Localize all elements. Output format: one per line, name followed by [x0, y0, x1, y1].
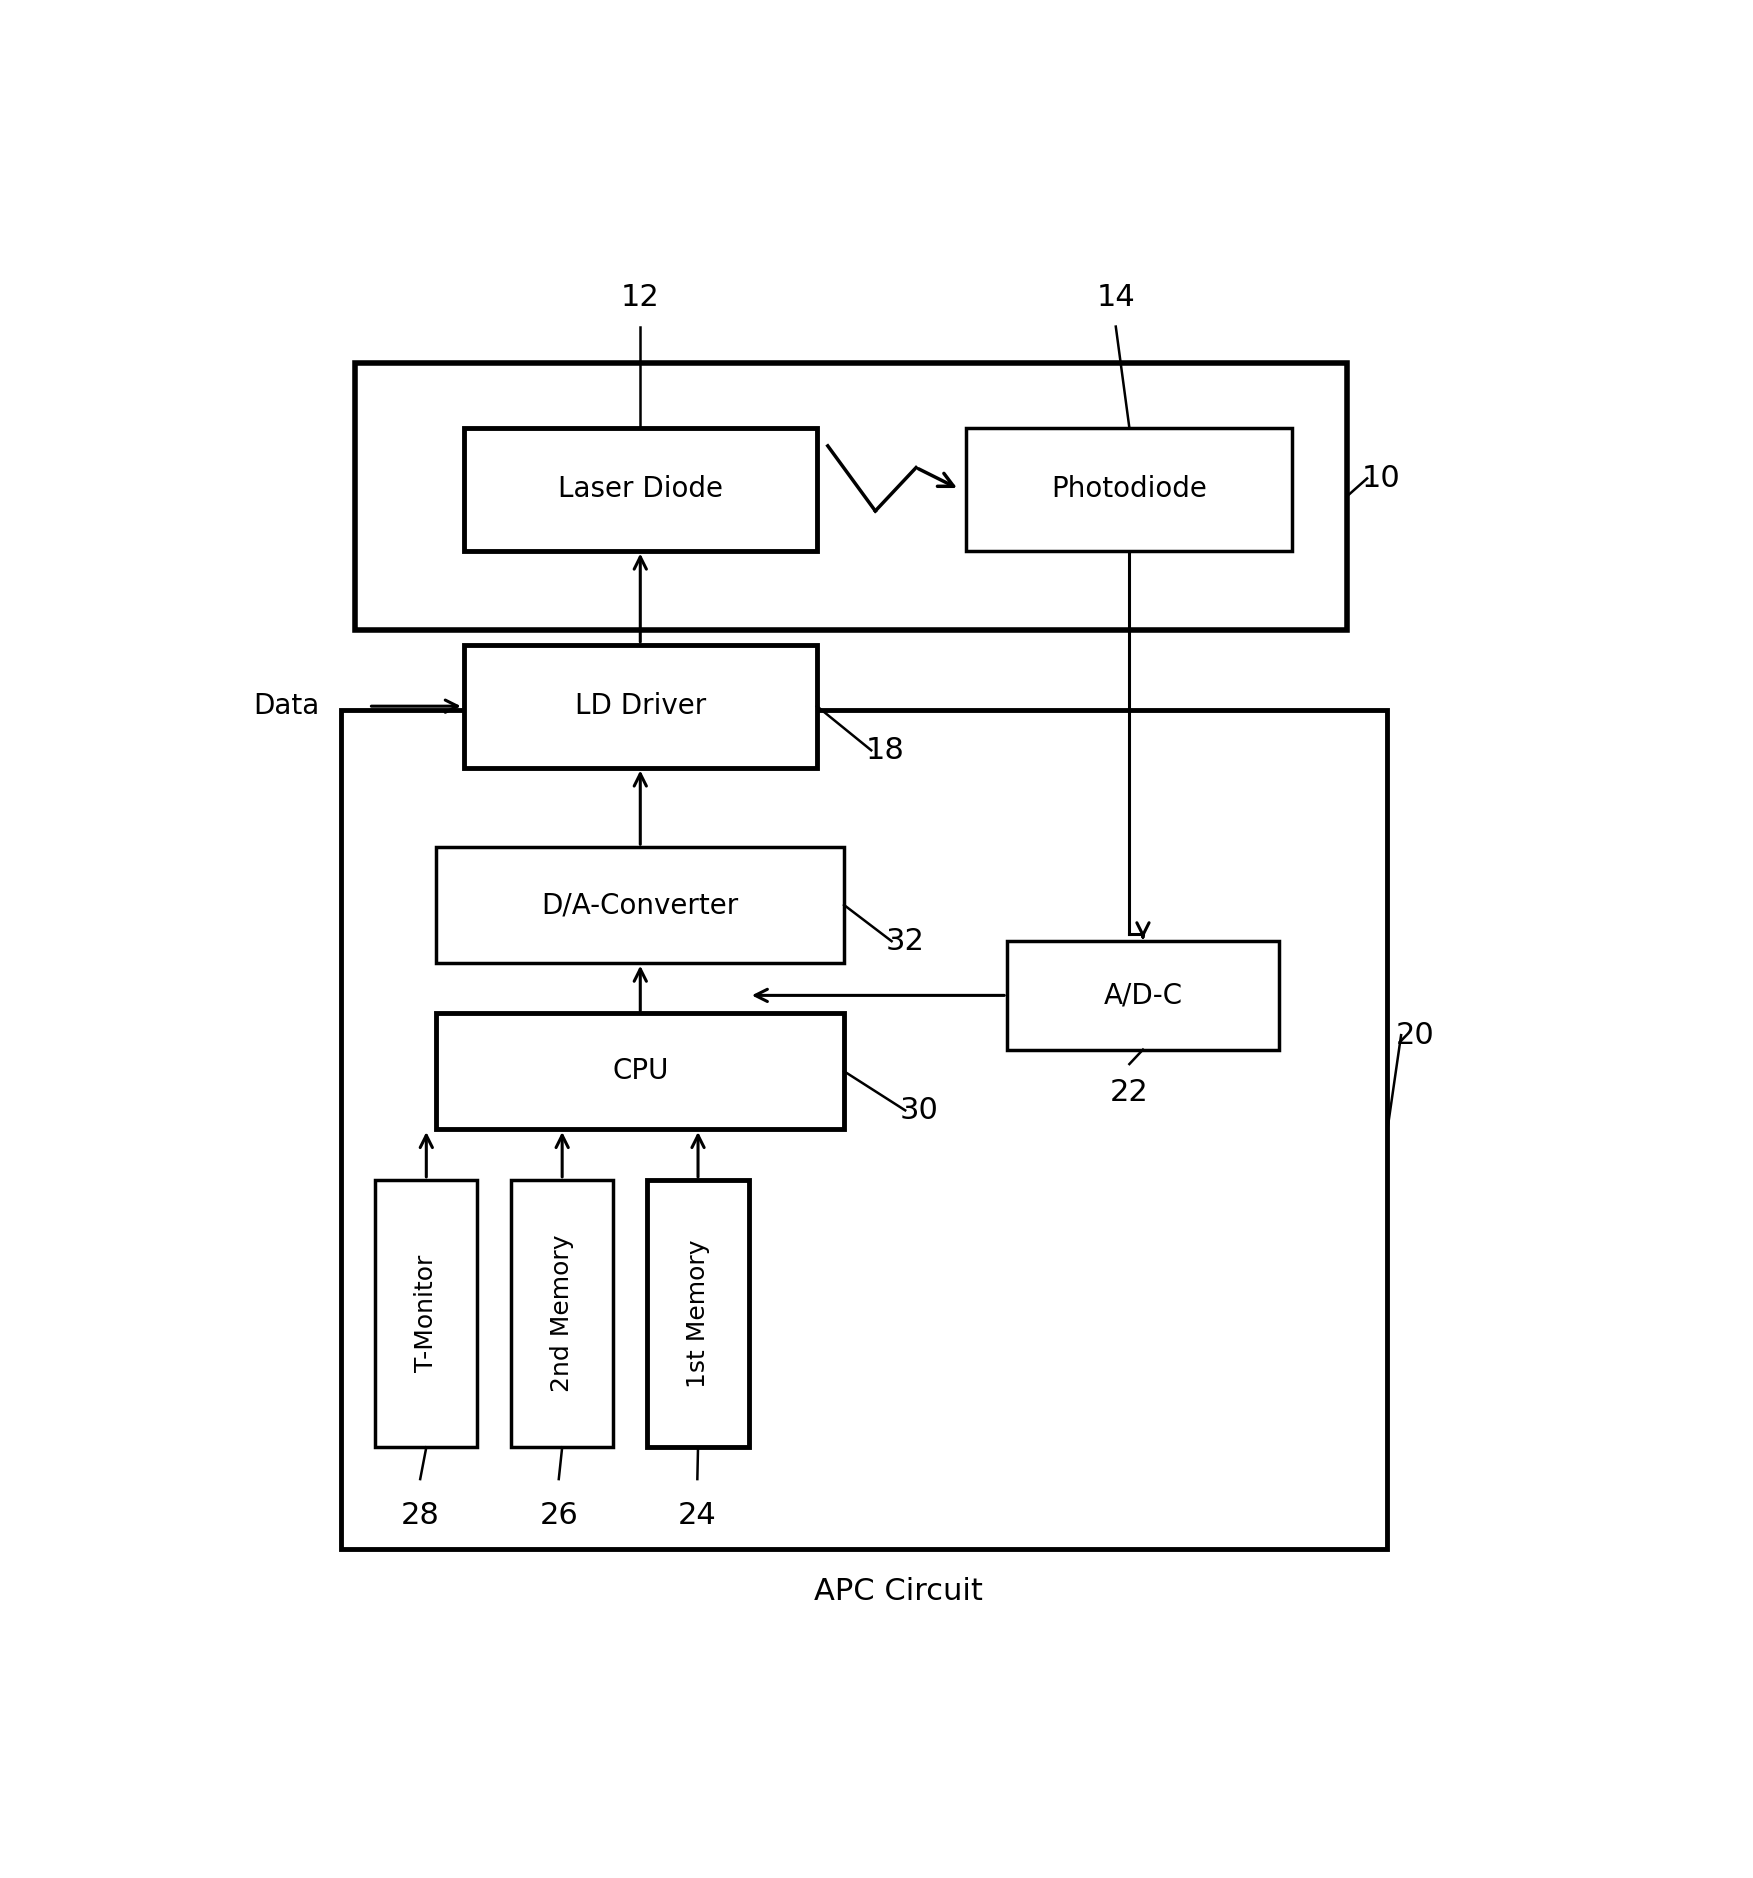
Text: 1st Memory: 1st Memory	[685, 1239, 710, 1388]
FancyBboxPatch shape	[354, 362, 1346, 631]
Text: APC Circuit: APC Circuit	[813, 1578, 983, 1606]
Text: 18: 18	[866, 736, 905, 764]
Text: Laser Diode: Laser Diode	[557, 475, 722, 503]
Text: D/A-Converter: D/A-Converter	[542, 890, 740, 918]
FancyBboxPatch shape	[375, 1179, 477, 1448]
Text: 12: 12	[621, 284, 659, 312]
Text: 26: 26	[540, 1501, 578, 1531]
FancyBboxPatch shape	[512, 1179, 614, 1448]
Text: T-Monitor: T-Monitor	[414, 1255, 438, 1373]
Text: CPU: CPU	[612, 1057, 668, 1085]
FancyBboxPatch shape	[647, 1179, 749, 1448]
Text: 2nd Memory: 2nd Memory	[550, 1234, 575, 1392]
FancyBboxPatch shape	[463, 644, 817, 768]
FancyBboxPatch shape	[436, 847, 843, 963]
Text: 10: 10	[1362, 464, 1401, 492]
FancyBboxPatch shape	[342, 710, 1388, 1549]
FancyBboxPatch shape	[966, 428, 1292, 550]
Text: A/D-C: A/D-C	[1103, 982, 1183, 1008]
Text: 14: 14	[1096, 284, 1136, 312]
Text: 22: 22	[1110, 1078, 1148, 1108]
Text: LD Driver: LD Driver	[575, 693, 706, 719]
Text: 32: 32	[885, 926, 924, 956]
Text: Photodiode: Photodiode	[1052, 475, 1208, 503]
Text: Data: Data	[252, 693, 319, 719]
FancyBboxPatch shape	[1006, 941, 1278, 1050]
FancyBboxPatch shape	[436, 1014, 843, 1129]
Text: 20: 20	[1395, 1020, 1434, 1050]
Text: 30: 30	[899, 1097, 938, 1125]
Text: 24: 24	[678, 1501, 717, 1531]
Text: 28: 28	[401, 1501, 440, 1531]
FancyBboxPatch shape	[463, 428, 817, 550]
